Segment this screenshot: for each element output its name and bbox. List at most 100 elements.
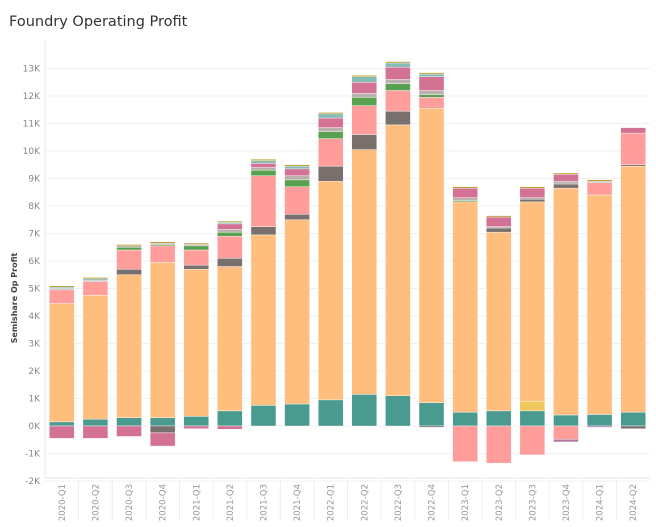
bar-segment-2020-Q3-s6: [116, 245, 142, 248]
bar-segment-2021-Q2-s6: [217, 229, 243, 233]
bar-segment-2021-Q2-s7: [217, 223, 243, 230]
bar-segment-2022-Q2-s0: [351, 394, 378, 427]
bar-segment-2023-Q4-s13: [553, 439, 579, 443]
x-tick-label: 2020-Q2: [91, 484, 101, 521]
bar-segment-2024-Q2-s10: [620, 425, 646, 429]
bar-segment-2023-Q1-s7: [452, 187, 478, 198]
bar-segment-2021-Q3-s4: [250, 175, 277, 227]
bar-segment-2022-Q1-s3: [317, 165, 344, 182]
bar-segment-2020-Q2-s2: [82, 295, 109, 420]
bar-segment-2020-Q3-s11: [116, 425, 142, 437]
y-tick-label: -2K: [25, 477, 41, 487]
chart-title: Foundry Operating Profit: [9, 14, 188, 30]
bar-segment-2022-Q4-s2: [418, 108, 445, 403]
y-tick-label: 2K: [28, 367, 41, 377]
bar-segment-2022-Q1-s2: [317, 181, 344, 401]
bar-segment-2021-Q3-s2: [250, 234, 277, 406]
bar-segment-2020-Q4-s6: [149, 242, 176, 245]
bar-segment-2020-Q3-s5: [116, 247, 142, 251]
bar-segment-2021-Q3-s5: [250, 170, 277, 176]
bar-segment-2022-Q4-s5: [418, 94, 445, 98]
bar-segment-2023-Q2-s7: [486, 216, 512, 227]
bar-segment-2022-Q3-s6: [385, 79, 411, 84]
bar-segment-2023-Q3-s12: [519, 425, 546, 456]
bar-segment-2020-Q1-s4: [49, 289, 75, 304]
bar-segment-2024-Q1-s4: [586, 182, 613, 196]
y-tick-label: 13K: [23, 65, 41, 75]
bar-segment-2021-Q2-s11: [217, 425, 243, 430]
bar-segment-2020-Q4-s0: [149, 417, 176, 427]
x-tick-label: 2022-Q4: [428, 484, 438, 521]
bar-segment-2020-Q4-s10: [149, 425, 176, 434]
bar-segment-2021-Q3-s0: [250, 405, 277, 427]
bar-segment-2023-Q3-s2: [519, 201, 546, 402]
bar-segment-2021-Q1-s6: [183, 244, 209, 247]
bar-segment-2023-Q1-s6: [452, 197, 478, 201]
bar-segment-2024-Q1-s6: [586, 181, 613, 183]
x-tick-label: 2022-Q3: [394, 484, 404, 521]
bar-segment-2022-Q2-s4: [351, 105, 378, 135]
bar-segment-2020-Q3-s0: [116, 417, 142, 427]
bar-segment-2022-Q4-s4: [418, 97, 445, 109]
bar-segment-2020-Q3-s9: [116, 244, 142, 247]
x-tick-label: 2021-Q1: [192, 484, 202, 521]
bar-segment-2020-Q1-s6: [49, 288, 75, 291]
x-tick-label: 2023-Q4: [562, 484, 572, 521]
bar-segment-2023-Q2-s9: [486, 215, 512, 218]
bar-segment-2021-Q4-s2: [284, 219, 310, 405]
bar-segment-2023-Q3-s3: [519, 198, 546, 203]
x-tick-label: 2021-Q2: [226, 484, 236, 521]
bar-segment-2024-Q1-s2: [586, 194, 613, 415]
bar-segment-2021-Q1-s0: [183, 416, 209, 427]
bar-segment-2023-Q4-s3: [553, 183, 579, 189]
bar-segment-2023-Q3-s7: [519, 187, 546, 198]
bar-segment-2020-Q4-s11: [149, 432, 176, 447]
x-tick-label: 2022-Q1: [327, 484, 337, 521]
bar-segment-2021-Q1-s2: [183, 269, 209, 417]
bar-segment-2021-Q4-s6: [284, 175, 310, 181]
bar-segment-2022-Q3-s9: [385, 61, 411, 64]
bar-segment-2021-Q4-s9: [284, 164, 310, 167]
bar-segment-2022-Q3-s2: [385, 124, 411, 396]
bar-segment-2021-Q1-s3: [183, 264, 209, 270]
x-tick-label: 2020-Q3: [125, 484, 135, 521]
bar-segment-2024-Q1-s0: [586, 414, 613, 427]
bar-segment-2022-Q3-s3: [385, 110, 411, 126]
bar-segment-2020-Q4-s5: [149, 244, 176, 247]
bar-segment-2022-Q3-s4: [385, 90, 411, 112]
bar-segment-2023-Q4-s2: [553, 187, 579, 416]
bar-segment-2024-Q2-s7: [620, 127, 646, 134]
bar-segment-2022-Q3-s8: [385, 62, 411, 68]
bar-segment-2020-Q4-s4: [149, 245, 176, 263]
bar-segment-2022-Q4-s6: [418, 90, 445, 95]
bar-segment-2022-Q1-s7: [317, 117, 344, 128]
bar-segment-2021-Q1-s11: [183, 425, 209, 429]
bar-segment-2021-Q3-s3: [250, 226, 277, 236]
bar-segment-2022-Q2-s6: [351, 93, 378, 98]
bar-segment-2021-Q4-s7: [284, 168, 310, 176]
bar-segment-2022-Q1-s0: [317, 399, 344, 427]
y-tick-label: -1K: [25, 450, 41, 460]
bar-segment-2023-Q4-s9: [553, 172, 579, 175]
bar-segment-2021-Q2-s2: [217, 266, 243, 412]
x-tick-label: 2021-Q4: [293, 484, 303, 521]
bar-segment-2024-Q2-s2: [620, 165, 646, 413]
bar-segment-2022-Q4-s9: [418, 72, 445, 75]
bar-segment-2020-Q3-s4: [116, 249, 142, 270]
bar-segment-2022-Q1-s5: [317, 131, 344, 139]
x-tick-label: 2023-Q3: [528, 484, 538, 521]
bar-segment-2022-Q2-s7: [351, 82, 378, 94]
bar-segment-2023-Q2-s3: [486, 227, 512, 233]
y-tick-label: 6K: [28, 257, 41, 267]
bar-segment-2024-Q1-s9: [586, 179, 613, 182]
bar-segment-2020-Q1-s8: [49, 286, 75, 289]
bar-segment-2022-Q1-s8: [317, 113, 344, 119]
bar-segment-2020-Q3-s3: [116, 269, 142, 275]
x-tick-label: 2021-Q3: [259, 484, 269, 521]
bar-segment-2020-Q1-s0: [49, 421, 75, 427]
y-tick-label: 5K: [28, 285, 41, 295]
bar-segment-2023-Q3-s9: [519, 186, 546, 189]
bar-segment-2023-Q3-s0: [519, 410, 546, 427]
